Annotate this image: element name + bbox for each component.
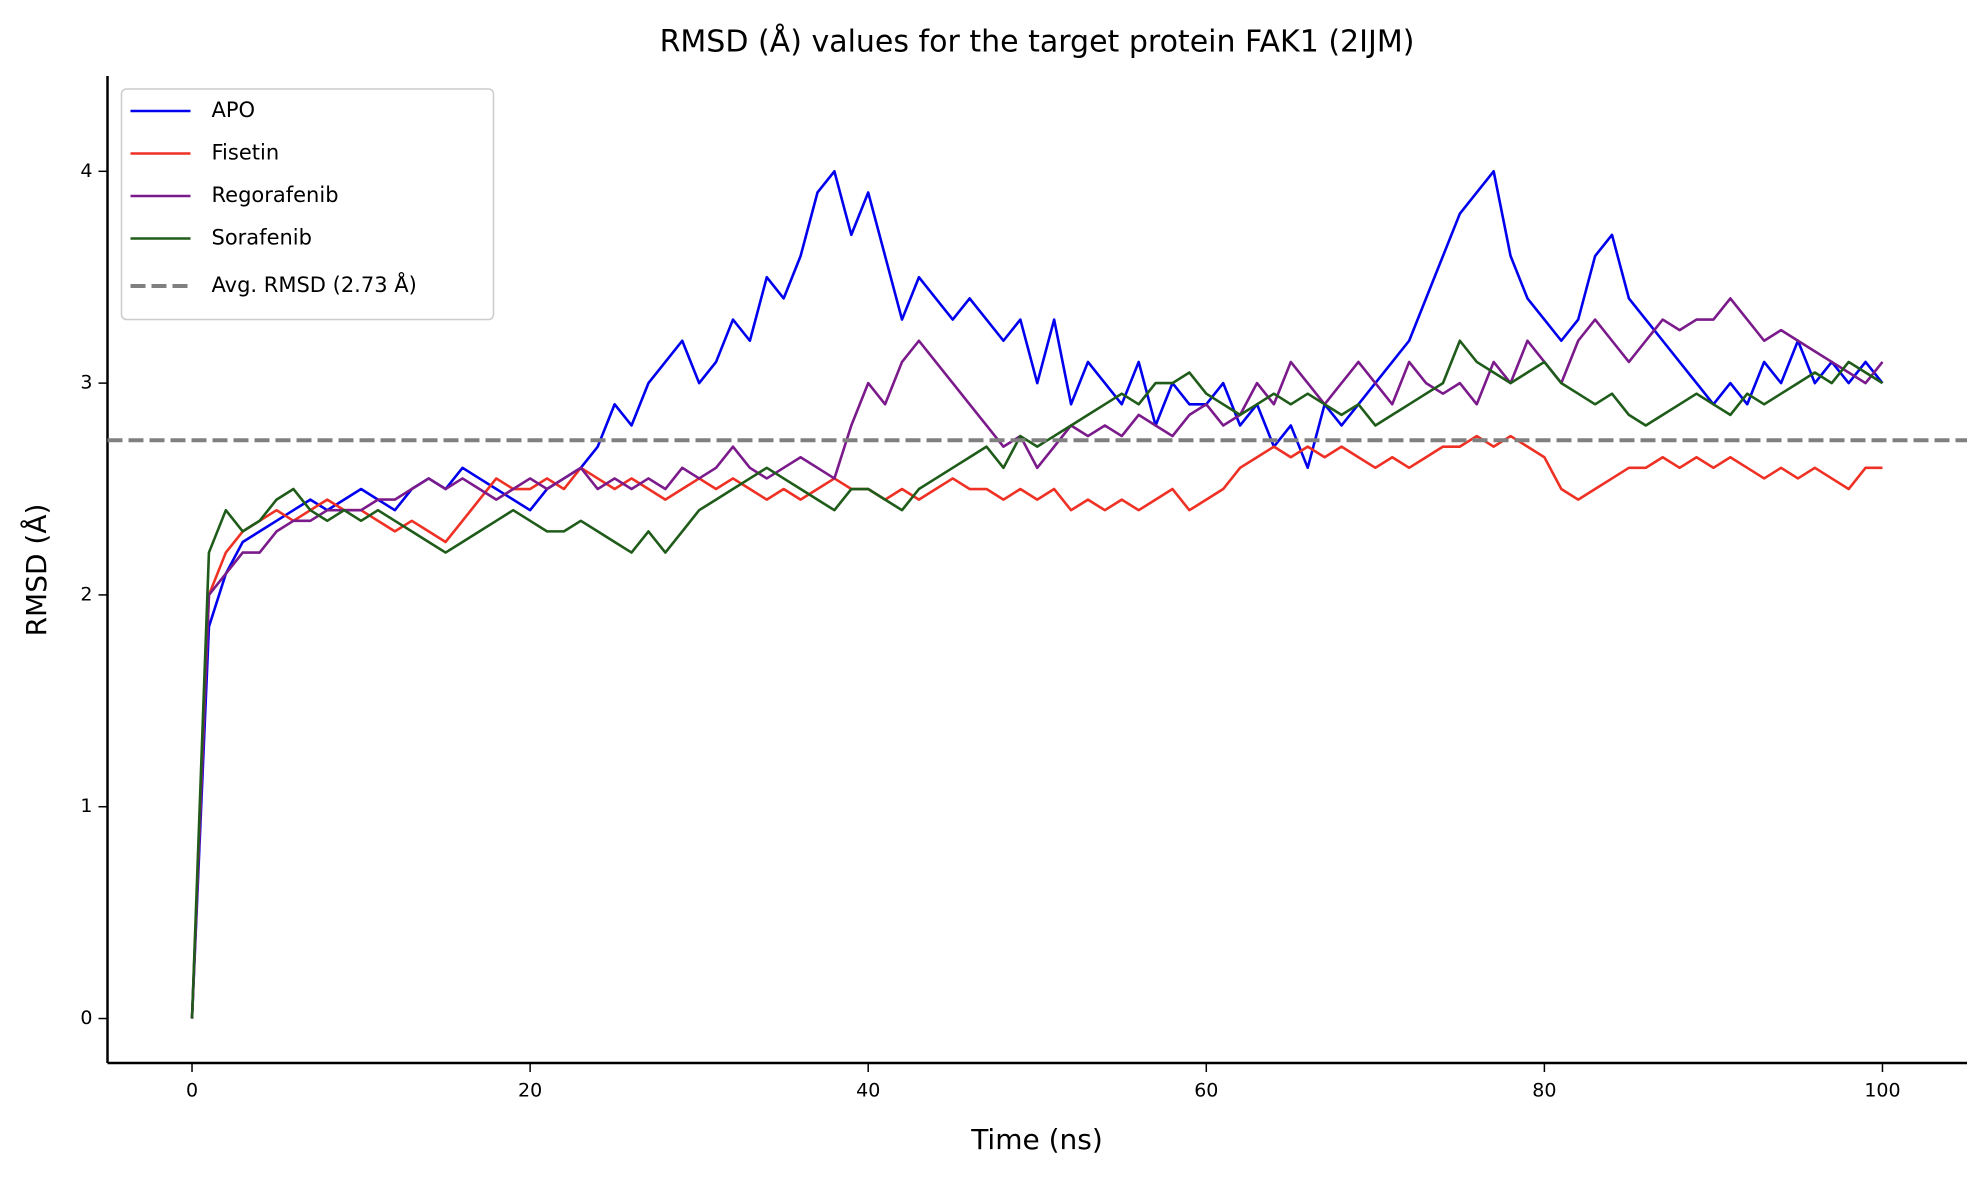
x-tick-label: 20 [518, 1080, 542, 1102]
chart-title: RMSD (Å) values for the target protein F… [660, 24, 1415, 60]
legend-label: Sorafenib [212, 226, 312, 250]
legend-label: Fisetin [212, 141, 280, 165]
x-tick-label: 100 [1864, 1080, 1900, 1102]
x-tick-label: 60 [1194, 1080, 1218, 1102]
series-line [190, 339, 1884, 1019]
x-tick-label: 80 [1532, 1080, 1556, 1102]
legend: APO Fisetin Regorafenib Sorafenib Avg. RMSD … [120, 88, 495, 321]
x-tick-label: 0 [186, 1080, 198, 1102]
y-tick-label: 4 [80, 160, 92, 182]
y-tick-label: 3 [80, 372, 92, 394]
series-line [190, 434, 1883, 1019]
series-line [190, 170, 1884, 1019]
legend-label: APO [212, 98, 256, 122]
legend-label: Regorafenib [212, 183, 339, 207]
y-tick-label: 0 [80, 1007, 92, 1029]
series-line [190, 297, 1884, 1019]
y-tick-label: 2 [80, 583, 92, 605]
legend-label: Avg. RMSD (2.73 Å) [212, 271, 417, 297]
y-tick-label: 1 [80, 795, 92, 817]
x-axis-label: Time (ns) [970, 1123, 1103, 1156]
legend-box [120, 88, 495, 321]
x-tick-label: 40 [856, 1080, 880, 1102]
y-axis-label: RMSD (Å) [19, 504, 53, 637]
